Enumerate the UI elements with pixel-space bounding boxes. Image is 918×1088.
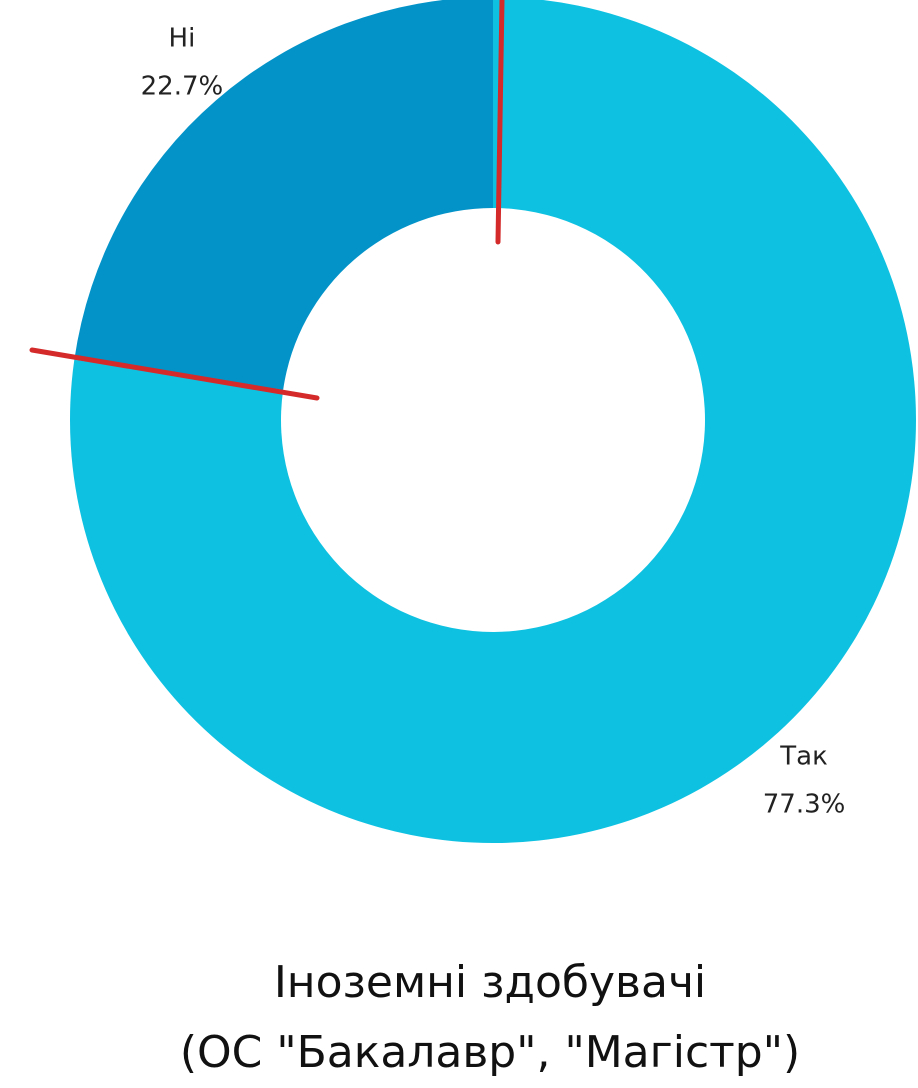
chart-title: Іноземні здобувачі — [274, 957, 706, 1008]
slice — [70, 0, 916, 843]
percent-label: 77.3% — [763, 789, 846, 819]
category-label: Ні — [169, 24, 196, 54]
annotation-stroke — [495, 0, 505, 245]
annotation-stroke — [29, 347, 320, 401]
chart-subtitle: (ОС "Бакалавр", "Магістр") — [180, 1027, 800, 1078]
slice — [74, 0, 493, 390]
category-label: Так — [779, 741, 828, 771]
percent-label: 22.7% — [141, 72, 224, 102]
